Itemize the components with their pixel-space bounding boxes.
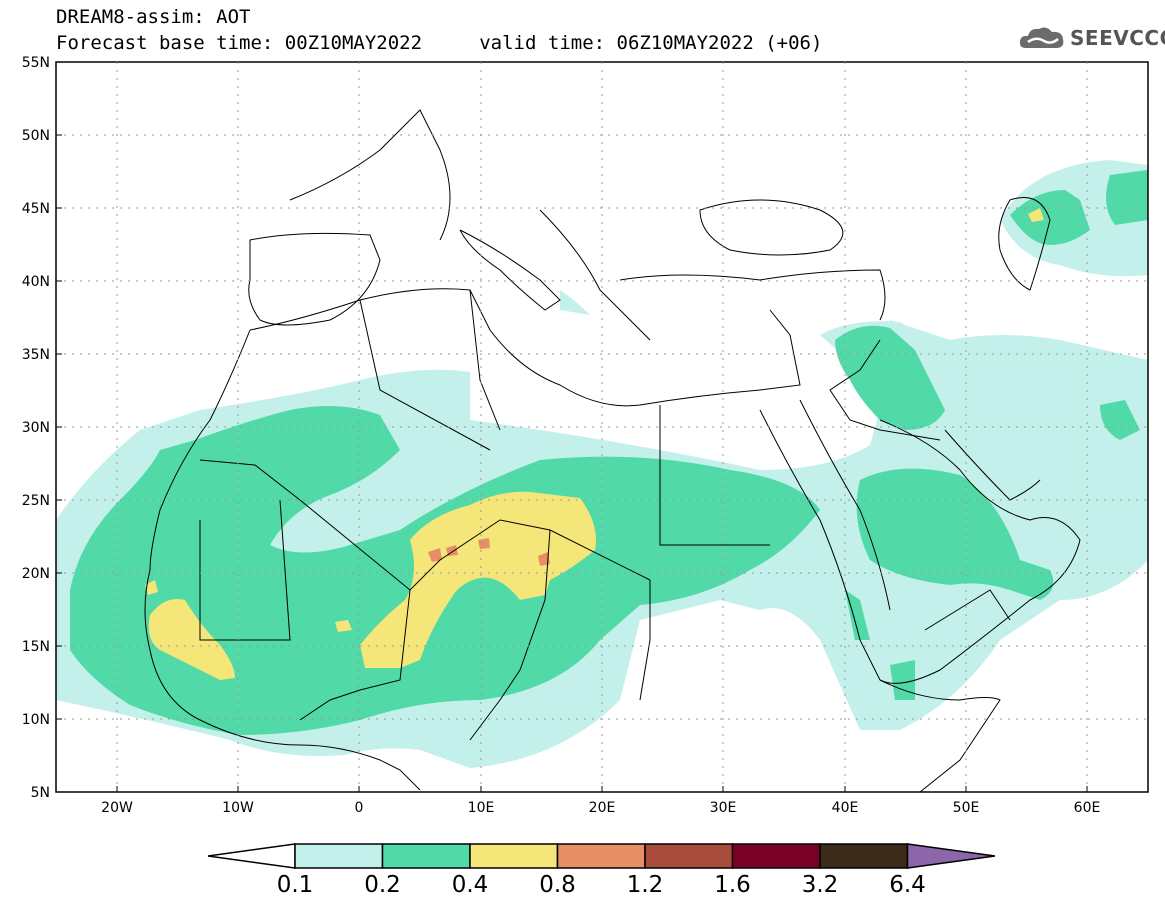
colorbar-over-triangle: [906, 843, 996, 869]
logo-text: SEEVCCC: [1070, 26, 1165, 50]
lat-label: 35N: [22, 347, 50, 363]
lon-labels: 20W 10W 0 10E 20E 30E 40E 50E 60E: [101, 800, 1100, 816]
lon-label: 10E: [468, 800, 495, 816]
forecast-time-subtitle: Forecast base time: 00Z10MAY2022 valid t…: [56, 32, 823, 54]
lon-label: 40E: [832, 800, 859, 816]
colorbar: [207, 843, 996, 869]
colorbar-swatch: [556, 843, 646, 869]
colorbar-labels: 0.1 0.2 0.4 0.8 1.2 1.6 3.2 6.4: [277, 872, 926, 898]
colorbar-label: 0.4: [452, 872, 489, 898]
lon-label: 0: [355, 800, 364, 816]
aot-level-0-8: [428, 538, 550, 566]
lat-label: 55N: [22, 55, 50, 71]
colorbar-label: 1.6: [714, 872, 751, 898]
map-title: DREAM8-assim: AOT: [56, 6, 251, 28]
colorbar-swatch: [294, 843, 384, 869]
lat-label: 30N: [22, 420, 50, 436]
graticule: [56, 62, 1148, 792]
lon-label: 60E: [1074, 800, 1101, 816]
lat-labels: 55N 50N 45N 40N 35N 30N 25N 20N 15N 10N …: [22, 55, 50, 801]
seevccc-logo: SEEVCCC: [1018, 22, 1165, 54]
lon-label: 50E: [953, 800, 980, 816]
colorbar-label: 1.2: [627, 872, 664, 898]
lat-label: 40N: [22, 274, 50, 290]
tick-marks: [56, 61, 1088, 792]
colorbar-swatch: [644, 843, 734, 869]
lon-label: 30E: [710, 800, 737, 816]
colorbar-label: 0.1: [277, 872, 314, 898]
lon-label: 20W: [101, 800, 133, 816]
colorbar-label: 0.8: [539, 872, 576, 898]
colorbar-swatch: [469, 843, 559, 869]
colorbar-swatch: [381, 843, 471, 869]
colorbar-label: 0.2: [364, 872, 401, 898]
lat-label: 15N: [22, 639, 50, 655]
lat-label: 25N: [22, 493, 50, 509]
colorbar-swatch: [819, 843, 909, 869]
colorbar-label: 6.4: [889, 872, 926, 898]
aot-level-0-4: [145, 208, 1044, 680]
lat-label: 10N: [22, 712, 50, 728]
lat-label: 20N: [22, 566, 50, 582]
coastlines-borders: [144, 109, 1081, 792]
lat-label: 50N: [22, 128, 50, 144]
lon-label: 20E: [589, 800, 616, 816]
aot-contours: [56, 160, 1148, 768]
lat-label: 5N: [31, 785, 50, 801]
colorbar-label: 3.2: [802, 872, 839, 898]
lon-label: 10W: [222, 800, 254, 816]
colorbar-swatch: [731, 843, 821, 869]
lat-label: 45N: [22, 201, 50, 217]
cloud-icon: [1019, 27, 1064, 48]
colorbar-under-triangle: [207, 843, 296, 869]
